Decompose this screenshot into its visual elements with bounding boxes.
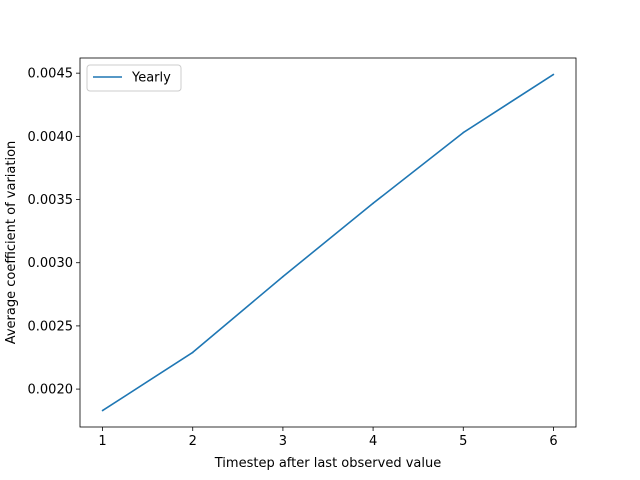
- data-point: [191, 351, 194, 354]
- data-point: [372, 202, 374, 205]
- x-tick-label: 5: [459, 434, 467, 449]
- data-point: [552, 73, 555, 76]
- y-axis-label: Average coefficient of variation: [4, 141, 19, 345]
- x-axis: 1 2 3 4 5 6: [98, 427, 558, 449]
- legend: Yearly: [86, 64, 182, 92]
- y-tick-label: 0.0040: [28, 130, 74, 145]
- axes-frame: [79, 57, 577, 428]
- y-tick-label: 0.0020: [28, 383, 74, 398]
- series-line-yearly: [102, 73, 554, 412]
- x-tick-label: 3: [279, 434, 287, 449]
- x-axis-label: Timestep after last observed value: [214, 456, 441, 471]
- y-tick-label: 0.0030: [28, 256, 74, 271]
- data-point: [101, 409, 104, 412]
- y-axis: 0.0020 0.0025 0.0030 0.0035 0.0040 0.0045: [28, 67, 80, 398]
- x-tick-label: 1: [98, 434, 106, 449]
- x-tick-label: 4: [369, 434, 377, 449]
- series-layer: [101, 73, 555, 412]
- legend-label-yearly: Yearly: [131, 71, 171, 86]
- legend-box: [86, 64, 182, 92]
- x-tick-label: 6: [549, 434, 557, 449]
- y-tick-label: 0.0045: [28, 67, 74, 82]
- x-tick-label: 2: [189, 434, 197, 449]
- y-tick-label: 0.0035: [28, 193, 74, 208]
- y-tick-label: 0.0025: [28, 319, 74, 334]
- data-point: [282, 275, 284, 278]
- data-point: [462, 131, 465, 134]
